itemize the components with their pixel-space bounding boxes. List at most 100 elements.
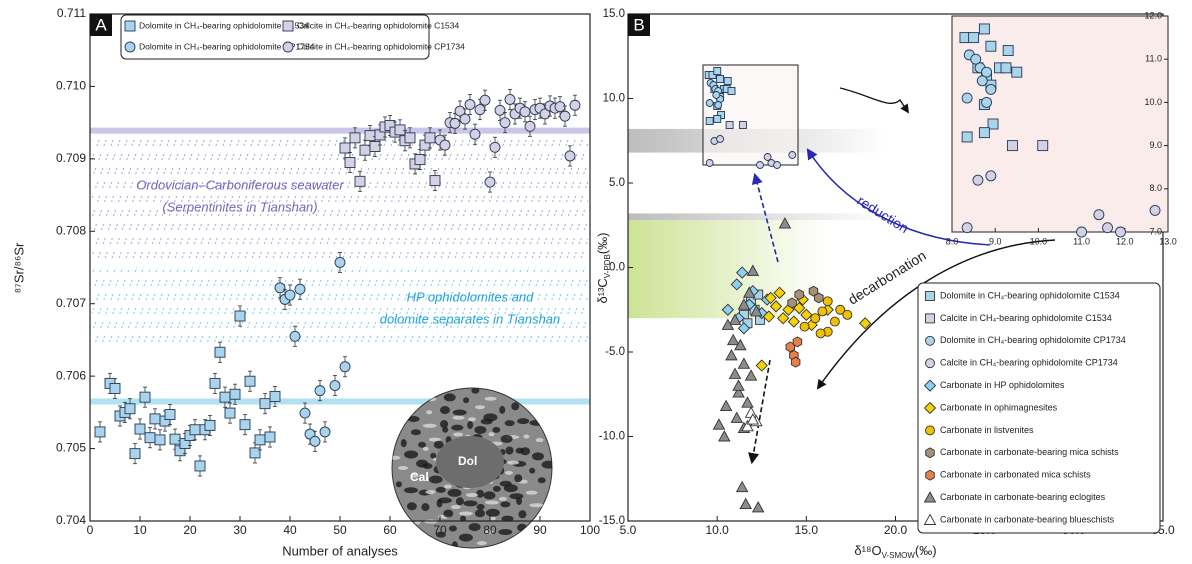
grain bbox=[455, 497, 464, 506]
inset-x-tick-label: 8.0 bbox=[946, 236, 959, 246]
square-marker bbox=[394, 124, 406, 136]
grain bbox=[531, 452, 544, 461]
grain bbox=[451, 424, 464, 431]
grain bbox=[500, 501, 511, 508]
circle-marker bbox=[499, 117, 511, 129]
square-marker bbox=[134, 423, 146, 435]
legend-box bbox=[120, 14, 430, 60]
triangle-marker bbox=[718, 430, 731, 442]
x-tick-label: 40 bbox=[283, 523, 297, 537]
trend-arrow bbox=[751, 172, 779, 263]
y-tick-label: 0.706 bbox=[56, 368, 86, 382]
grain bbox=[489, 516, 496, 521]
grain bbox=[492, 485, 501, 492]
square-marker bbox=[1011, 66, 1023, 78]
y-axis-label: δ¹³CV-PDB(‰) bbox=[595, 233, 612, 304]
x-tick-label: 30 bbox=[233, 523, 247, 537]
inset-y-tick-label: 10.0 bbox=[1144, 97, 1162, 107]
circle-marker bbox=[810, 313, 821, 324]
diamond-marker bbox=[730, 278, 743, 291]
grain bbox=[485, 508, 500, 517]
square-marker bbox=[978, 23, 990, 35]
grain bbox=[484, 500, 499, 505]
square-marker bbox=[1000, 62, 1012, 74]
grain bbox=[400, 439, 407, 448]
hexagon-marker bbox=[808, 285, 819, 297]
triangle-marker bbox=[744, 369, 758, 381]
circle-marker bbox=[705, 99, 714, 107]
grain bbox=[500, 434, 513, 443]
square-marker bbox=[139, 391, 151, 403]
y-tick-label: 10.0 bbox=[603, 93, 625, 105]
x-tick-label: 20.0 bbox=[884, 523, 908, 537]
square-marker bbox=[239, 419, 251, 431]
annotation: HP ophidolomites and bbox=[407, 289, 534, 304]
square-marker bbox=[369, 141, 381, 152]
grain bbox=[443, 393, 456, 402]
circle-marker bbox=[1076, 226, 1088, 238]
grain bbox=[463, 397, 470, 404]
diamond-marker bbox=[735, 266, 749, 279]
annotation: (Serpentinites in Tianshan) bbox=[162, 199, 317, 214]
reduction-arrow bbox=[806, 148, 991, 246]
circle-marker bbox=[842, 309, 853, 320]
square-marker bbox=[109, 383, 121, 394]
legend-label: Carbonate in listvenites bbox=[940, 425, 1034, 435]
square-marker bbox=[404, 132, 416, 144]
square-marker bbox=[259, 398, 271, 410]
triangle-marker bbox=[735, 480, 749, 493]
circle-marker bbox=[564, 150, 576, 162]
grain bbox=[515, 447, 524, 454]
square-marker bbox=[189, 424, 201, 436]
grain bbox=[422, 423, 437, 428]
y-tick-label: 0.704 bbox=[56, 513, 86, 527]
y-tick-label: -15.0 bbox=[599, 515, 625, 527]
grain bbox=[437, 497, 452, 504]
square-marker bbox=[124, 20, 136, 32]
legend-label: Calcite in CH₄-bearing ophidolomite CP17… bbox=[297, 41, 465, 51]
triangle-marker bbox=[746, 413, 760, 425]
circle-marker bbox=[815, 328, 826, 339]
square-marker bbox=[209, 377, 221, 389]
square-marker bbox=[219, 391, 231, 403]
square-marker bbox=[738, 121, 747, 129]
circle-marker bbox=[479, 94, 491, 106]
circle-marker bbox=[961, 92, 973, 104]
hexagon-marker bbox=[787, 297, 797, 309]
grain bbox=[450, 504, 461, 509]
x-tick-label: 90 bbox=[533, 523, 547, 537]
grain bbox=[529, 503, 544, 508]
circle-marker bbox=[756, 161, 764, 169]
grain bbox=[398, 466, 409, 470]
grain bbox=[418, 441, 427, 448]
square-marker bbox=[149, 413, 161, 425]
x-tick-label: 5.0 bbox=[620, 523, 637, 537]
triangle-marker bbox=[712, 418, 726, 430]
hexagon-marker bbox=[925, 469, 935, 481]
square-marker bbox=[144, 432, 156, 444]
triangle-marker bbox=[732, 386, 745, 398]
grain bbox=[523, 434, 530, 439]
circle-marker bbox=[712, 91, 721, 99]
inset-y-tick-label: 8.0 bbox=[1149, 183, 1162, 193]
annotation: dolomite separates in Tianshan bbox=[380, 311, 561, 326]
square-marker bbox=[224, 407, 236, 419]
circle-marker bbox=[559, 110, 571, 122]
inset-x-tick-label: 10.0 bbox=[1030, 236, 1048, 246]
circle-marker bbox=[925, 358, 935, 369]
diamond-marker bbox=[800, 308, 813, 321]
grain bbox=[435, 486, 446, 493]
triangle-marker bbox=[739, 497, 752, 510]
grain bbox=[460, 515, 467, 522]
square-marker bbox=[1007, 140, 1018, 152]
grain bbox=[492, 426, 501, 433]
square-marker bbox=[708, 71, 717, 79]
circle-marker bbox=[961, 222, 973, 234]
hexagon-marker bbox=[792, 336, 803, 348]
x-axis-label-sub: V-SMOW bbox=[882, 551, 916, 560]
diamond-marker bbox=[769, 300, 783, 313]
circle-marker bbox=[925, 335, 935, 346]
circle-marker bbox=[1115, 226, 1126, 238]
triangle-marker bbox=[725, 348, 738, 361]
grain bbox=[514, 474, 523, 483]
